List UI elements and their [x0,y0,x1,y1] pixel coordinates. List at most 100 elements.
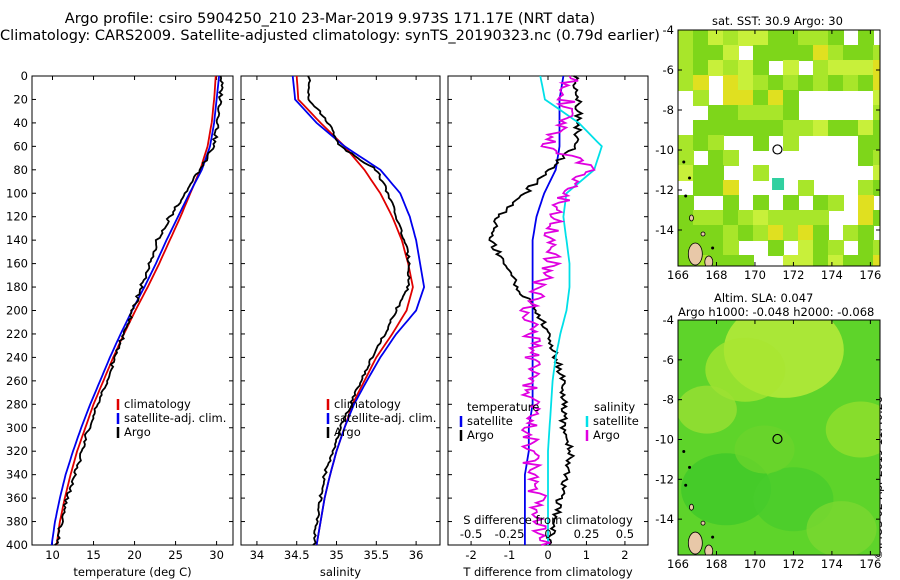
sst-pixel [813,225,829,241]
map-lon-tick-label: 170 [744,268,766,282]
sst-pixel [708,45,724,61]
sla-map [677,319,881,556]
sst-pixel [813,195,829,211]
sst-pixel [753,45,769,61]
sst-map-field [678,30,880,266]
difference-xtick-label: 2 [621,548,628,562]
sst-pixel [738,60,754,76]
sst-pixel [858,150,874,166]
legend-label: satellite-adj. clim. [124,411,226,425]
sst-pixel [828,45,844,61]
sst-pixel [678,150,694,166]
sst-pixel [678,165,694,181]
sla-field-blob [806,501,877,555]
figure-title-line2: Climatology: CARS2009. Satellite-adjuste… [0,28,660,44]
depth-tick-label: 280 [6,397,28,411]
difference-xtick-label: -1 [504,548,515,562]
sst-pixel [723,240,739,256]
sst-pixel [768,105,784,121]
sst-pixel [768,90,784,106]
depth-tick-label: 360 [6,491,28,505]
sst-pixel [798,240,814,256]
sst-pixel [738,120,754,136]
map-lon-tick-label: 170 [744,557,766,571]
sst-pixel [843,120,859,136]
sst-pixel [678,255,694,266]
legend-label: climatology [334,397,401,411]
sst-pixel [723,195,739,211]
sst-pixel [798,120,814,136]
sst-pixel [828,30,844,46]
sst-pixel [753,90,769,106]
salinity-diff-tick-label: 0.5 [616,527,634,541]
sst-pixel [693,135,709,151]
map-lon-tick-label: 172 [782,268,804,282]
sst-pixel [693,90,709,106]
salinity-xtick-label: 34.5 [284,548,310,562]
sst-pixel [753,195,769,211]
sst-pixel [858,225,874,241]
sst-pixel [768,75,784,91]
salinity-diff-tick-label: 0 [544,527,551,541]
map-lat-tick-label: -4 [663,23,674,37]
sst-pixel [858,60,874,76]
sst-pixel [813,255,829,266]
sst-pixel [798,255,814,266]
map-lon-tick-label: 176 [859,557,881,571]
argo-location-marker [772,433,783,445]
depth-tick-label: 100 [6,186,28,200]
depth-tick-label: 80 [13,163,28,177]
depth-tick-label: 0 [21,69,28,83]
land-island [700,520,706,526]
sst-pixel [858,255,874,266]
map-lon-tick-label: 174 [821,268,843,282]
sst-pixel [798,225,814,241]
depth-tick-label: 220 [6,327,28,341]
temperature-xtick-label: 15 [86,548,101,562]
figure-title-line1: Argo profile: csiro 5904250_210 23-Mar-2… [64,11,596,27]
sst-pixel [783,75,799,91]
sst-pixel [858,135,874,151]
land-island [689,503,694,511]
series-salinity-satellite [539,75,603,545]
sst-pixel [753,165,769,181]
sst-pixel [813,240,829,256]
small-island [682,160,686,164]
sst-pixel [708,60,724,76]
difference-axis-label: T difference from climatology [462,565,633,579]
sla-map-title: Altim. SLA: 0.047 [714,291,814,305]
sst-pixel [768,240,784,256]
sst-pixel [798,180,814,196]
sla-field-blob [734,425,795,474]
sst-pixel [843,60,859,76]
depth-tick-label: 40 [13,116,28,130]
sst-pixel [768,210,784,226]
sst-pixel [783,135,799,151]
sst-pixel [858,30,874,46]
sst-pixel [708,120,724,136]
temperature-xtick-label: 25 [168,548,183,562]
legend-temperature-heading: temperature [467,400,539,414]
sst-pixel [753,105,769,121]
sst-pixel [873,120,880,136]
depth-tick-label: 180 [6,280,28,294]
sst-pixel [768,225,784,241]
salinity-difference-axis-label: S difference from climatology [463,513,633,527]
sla-map-field [678,320,880,555]
map-lon-tick-label: 176 [859,268,881,282]
legend-label: satellite [593,414,639,428]
sst-pixel [723,120,739,136]
map-lat-tick-label: -6 [663,353,674,367]
sst-pixel [708,105,724,121]
sst-pixel [858,120,874,136]
depth-tick-label: 60 [13,139,28,153]
sst-pixel [693,45,709,61]
depth-tick-label: 260 [6,374,28,388]
sst-pixel [723,30,739,46]
sst-pixel [753,120,769,136]
sst-pixel [693,60,709,76]
depth-tick-label: 240 [6,350,28,364]
small-island [711,246,715,250]
sst-pixel [843,75,859,91]
